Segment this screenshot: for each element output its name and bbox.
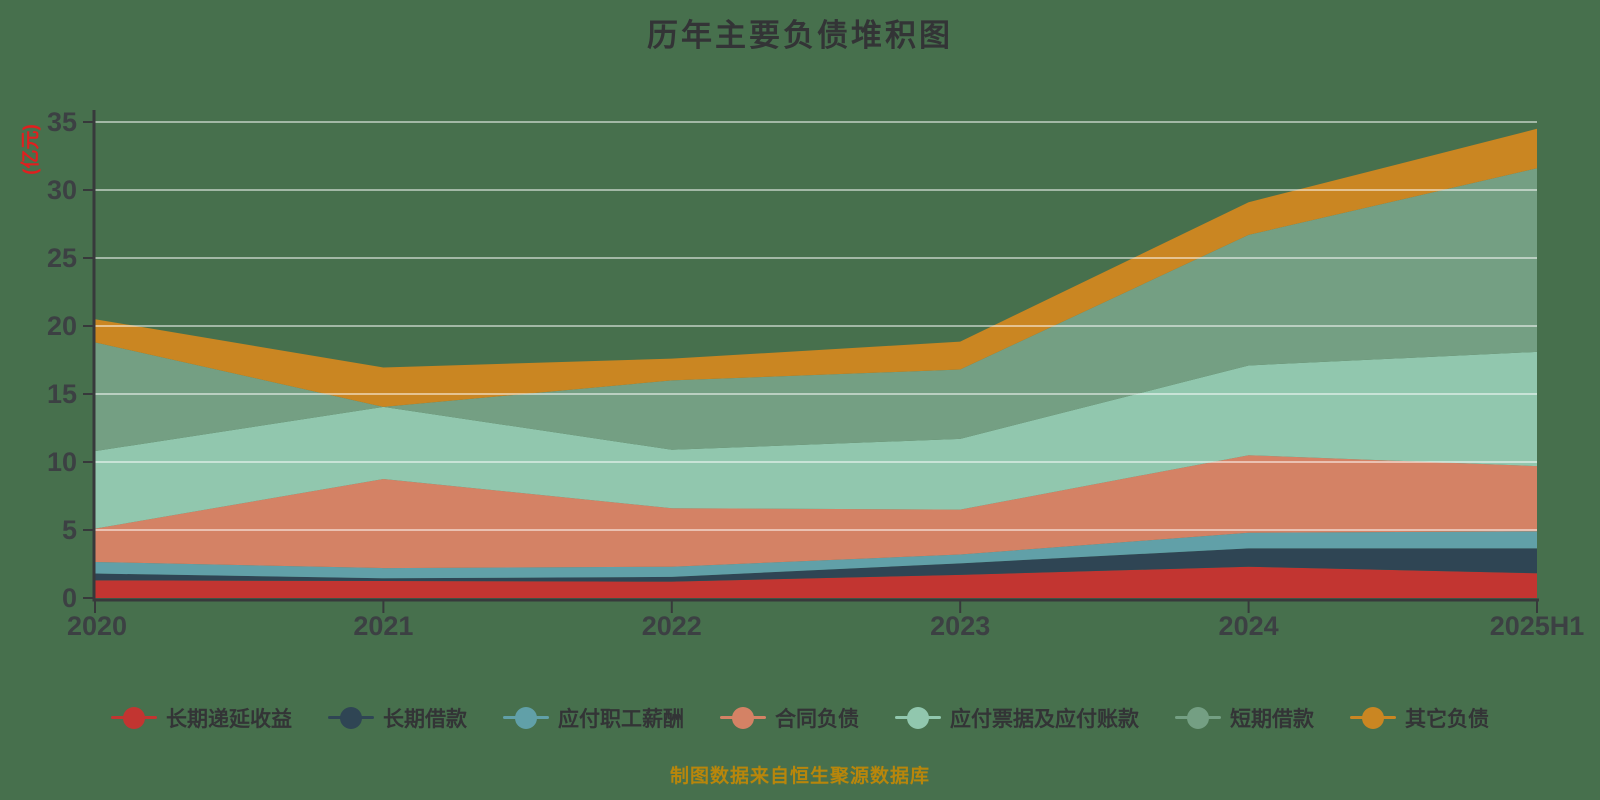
legend-line-dot-icon: [1175, 707, 1221, 729]
legend-item-其它负债[interactable]: 其它负债: [1350, 703, 1489, 733]
y-tick-label: 15: [47, 379, 77, 409]
y-tick-label: 35: [47, 107, 77, 137]
x-tick-label: 2023: [930, 611, 990, 641]
legend-label: 应付票据及应付账款: [950, 708, 1139, 731]
x-tick-label: 2024: [1219, 611, 1279, 641]
legend-line-dot-icon: [503, 707, 549, 729]
legend-item-合同负债[interactable]: 合同负债: [720, 703, 859, 733]
y-tick-label: 20: [47, 311, 77, 341]
series-area-应付职工薪酬[interactable]: [95, 531, 1537, 579]
series-area-其它负债[interactable]: [95, 128, 1537, 407]
legend-item-长期借款[interactable]: 长期借款: [328, 703, 467, 733]
y-tick-label: 25: [47, 243, 77, 273]
legend-line-dot-icon: [720, 707, 766, 729]
legend-dot: [907, 707, 929, 729]
x-tick-label: 2025H1: [1490, 611, 1585, 641]
series-area-短期借款[interactable]: [95, 168, 1537, 452]
legend-label: 合同负债: [775, 708, 859, 731]
series-area-长期递延收益[interactable]: [95, 566, 1537, 598]
y-tick-label: 5: [62, 515, 77, 545]
legend-dot: [732, 707, 754, 729]
chart-legend: 长期递延收益 长期借款 应付职工薪酬 合同负债 应付票据及应付账款 短期借款 其它负债: [0, 703, 1600, 733]
legend-item-应付票据及应付账款[interactable]: 应付票据及应付账款: [895, 703, 1139, 733]
legend-label: 应付职工薪酬: [558, 708, 684, 731]
legend-label: 长期递延收益: [166, 708, 292, 731]
x-tick-label: 2020: [67, 611, 127, 641]
legend-line-dot-icon: [328, 707, 374, 729]
x-tick-label: 2022: [642, 611, 702, 641]
legend-line-dot-icon: [111, 707, 157, 729]
legend-label: 长期借款: [383, 708, 467, 731]
x-tick-label: 2021: [353, 611, 413, 641]
series-area-合同负债[interactable]: [95, 455, 1537, 569]
legend-line-dot-icon: [1350, 707, 1396, 729]
chart-title: 历年主要负债堆积图: [647, 18, 953, 53]
legend-dot: [1362, 707, 1384, 729]
y-tick-label: 30: [47, 175, 77, 205]
legend-dot: [1187, 707, 1209, 729]
legend-item-应付职工薪酬[interactable]: 应付职工薪酬: [503, 703, 684, 733]
legend-label: 其它负债: [1405, 708, 1489, 731]
series-area-长期借款[interactable]: [95, 548, 1537, 582]
legend-label: 短期借款: [1230, 708, 1314, 731]
legend-dot: [340, 707, 362, 729]
legend-item-长期递延收益[interactable]: 长期递延收益: [111, 703, 292, 733]
legend-line-dot-icon: [895, 707, 941, 729]
legend-dot: [123, 707, 145, 729]
series-area-应付票据及应付账款[interactable]: [95, 351, 1537, 529]
data-source-note: 制图数据来自恒生聚源数据库: [669, 766, 930, 787]
y-tick-label: 0: [62, 583, 77, 613]
legend-item-短期借款[interactable]: 短期借款: [1175, 703, 1314, 733]
legend-dot: [515, 707, 537, 729]
y-tick-label: 10: [47, 447, 77, 477]
